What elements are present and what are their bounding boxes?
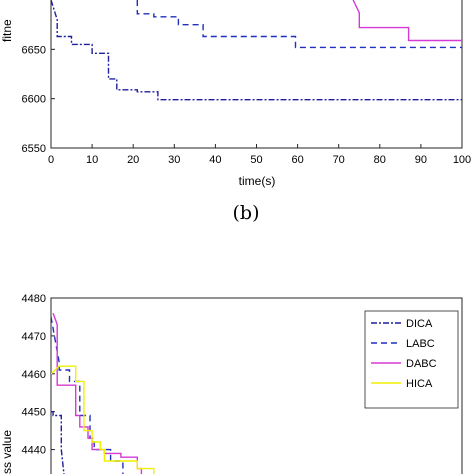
chart-top: 0 10 20 30 40 50 60 70 80 90 100 6550 6600 6650 fitne… — [0, 0, 471, 188]
y-axis-label-bottom: ss value — [0, 430, 14, 474]
y-axis-label-top: fitne — [0, 19, 14, 42]
legend-label-hica: HICA — [406, 378, 433, 390]
y-tick-label: 6600 — [22, 94, 46, 106]
top-axis-ticks: 0 10 20 30 40 50 60 70 80 90 100 6550 6600 6650 — [22, 44, 472, 166]
subfigure-caption: (b) — [233, 202, 260, 224]
top-series-group — [51, 0, 462, 101]
series-line-dica — [51, 411, 65, 474]
y-tick-label: 4450 — [22, 407, 46, 419]
bottom-axis-ticks: 4480 4470 4460 4450 4440 — [22, 293, 55, 457]
x-tick-label: 10 — [86, 154, 98, 166]
bottom-series-group — [51, 312, 155, 474]
y-tick-label: 6550 — [22, 143, 46, 155]
x-tick-label: 50 — [250, 154, 262, 166]
legend-box — [364, 310, 459, 409]
x-tick-label: 70 — [333, 154, 345, 166]
x-tick-label: 100 — [453, 154, 471, 166]
series-line-dabc — [352, 0, 462, 42]
y-tick-label: 4440 — [22, 445, 46, 457]
y-tick-label: 6650 — [22, 44, 46, 56]
x-tick-label: 60 — [291, 154, 303, 166]
x-tick-label: 90 — [415, 154, 427, 166]
legend-label-dabc: DABC — [406, 358, 437, 370]
chart-bottom: 4480 4470 4460 4450 4440 ss value DICA LABC DA… — [0, 293, 463, 474]
legend: DICA LABC DABC HICA — [364, 310, 459, 409]
y-tick-label: 4470 — [22, 331, 46, 343]
x-tick-label: 80 — [374, 154, 386, 166]
series-line-hica — [51, 365, 155, 474]
legend-label-labc: LABC — [406, 338, 435, 350]
series-line-labc — [136, 0, 462, 49]
plot-area-top — [50, 0, 463, 149]
legend-label-dica: DICA — [406, 318, 433, 330]
x-tick-label: 20 — [127, 154, 139, 166]
x-tick-label: 0 — [48, 154, 54, 166]
x-tick-label: 40 — [209, 154, 221, 166]
x-tick-label: 30 — [168, 154, 180, 166]
series-line-dica — [51, 0, 462, 101]
x-axis-label-top: time(s) — [239, 174, 276, 188]
y-tick-label: 4460 — [22, 369, 46, 381]
y-tick-label: 4480 — [22, 293, 46, 305]
